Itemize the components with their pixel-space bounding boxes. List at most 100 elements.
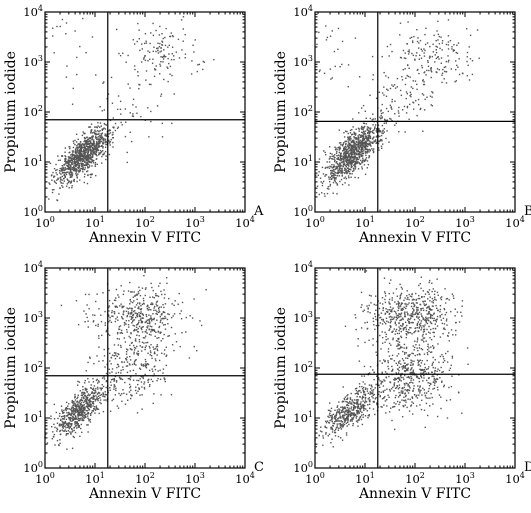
data-point xyxy=(352,140,354,143)
data-point xyxy=(100,402,102,405)
data-point xyxy=(88,165,91,167)
data-point xyxy=(181,301,184,304)
data-point xyxy=(132,39,134,41)
data-point xyxy=(363,145,365,147)
data-point xyxy=(419,359,421,361)
data-point xyxy=(69,171,71,173)
data-point xyxy=(417,37,419,39)
data-point xyxy=(53,176,55,178)
data-point xyxy=(409,369,412,371)
data-point xyxy=(98,337,100,340)
data-point xyxy=(80,408,83,411)
data-point xyxy=(152,370,154,372)
data-point xyxy=(81,165,83,167)
data-point xyxy=(361,166,363,168)
data-point xyxy=(344,418,347,421)
data-point xyxy=(390,106,392,108)
data-point xyxy=(362,400,364,402)
data-point xyxy=(342,423,344,425)
data-point xyxy=(86,170,88,173)
data-point xyxy=(138,387,140,389)
y-tick-label: 100 xyxy=(23,460,43,475)
data-point xyxy=(406,74,408,77)
data-point xyxy=(411,360,413,362)
data-point xyxy=(79,414,81,416)
data-point xyxy=(362,160,364,162)
data-point xyxy=(331,30,333,32)
data-point xyxy=(79,45,81,48)
data-point xyxy=(125,348,128,350)
data-point xyxy=(363,164,366,166)
data-point xyxy=(346,407,349,409)
data-point xyxy=(90,130,92,133)
data-point xyxy=(113,299,116,301)
data-point xyxy=(110,76,113,79)
data-point xyxy=(372,118,375,120)
data-point xyxy=(162,58,165,60)
data-point xyxy=(88,163,90,166)
data-point xyxy=(72,419,74,421)
data-point xyxy=(353,155,356,157)
tick-exponent: 4 xyxy=(520,215,525,224)
data-point xyxy=(80,147,83,150)
data-point xyxy=(74,403,76,405)
data-point xyxy=(89,400,92,402)
data-point xyxy=(77,138,79,141)
data-point xyxy=(95,406,98,409)
data-point xyxy=(347,137,350,139)
data-point xyxy=(91,165,93,167)
data-point xyxy=(108,334,111,336)
data-point xyxy=(171,344,174,346)
data-point xyxy=(340,168,342,170)
data-point xyxy=(60,304,63,307)
data-point xyxy=(92,397,95,399)
data-point xyxy=(104,146,107,148)
data-point xyxy=(104,150,107,153)
data-point xyxy=(344,154,347,157)
data-point xyxy=(390,358,392,360)
data-point xyxy=(164,328,167,330)
data-point xyxy=(104,134,107,137)
data-point xyxy=(414,100,417,102)
data-point xyxy=(430,71,433,73)
data-point xyxy=(351,149,353,152)
data-point xyxy=(372,401,375,403)
tick-base: 10 xyxy=(505,216,520,230)
data-point xyxy=(426,353,429,356)
data-point xyxy=(361,134,364,137)
data-point xyxy=(349,400,351,403)
data-point xyxy=(333,177,336,179)
data-point xyxy=(335,147,337,149)
data-point xyxy=(347,154,350,156)
data-point xyxy=(144,348,146,351)
data-point xyxy=(344,414,346,416)
data-point xyxy=(166,282,168,285)
data-point xyxy=(380,110,382,112)
data-point xyxy=(421,50,423,52)
data-point xyxy=(74,415,77,417)
data-point xyxy=(402,49,405,52)
data-point xyxy=(407,53,410,55)
data-point xyxy=(115,305,118,307)
tick-base: 10 xyxy=(293,5,308,19)
data-point xyxy=(160,290,162,293)
data-point xyxy=(143,342,145,344)
data-point xyxy=(129,344,131,347)
data-point xyxy=(158,309,160,311)
data-point xyxy=(332,155,335,157)
data-point xyxy=(394,124,396,126)
data-point xyxy=(86,140,89,142)
data-point xyxy=(375,128,378,130)
data-point xyxy=(431,96,433,98)
data-point xyxy=(383,86,385,88)
data-point xyxy=(118,312,120,315)
data-point xyxy=(147,309,149,311)
data-point xyxy=(68,408,71,410)
data-point xyxy=(77,394,79,396)
data-point xyxy=(61,409,63,411)
data-point xyxy=(84,389,87,391)
data-point xyxy=(202,68,204,71)
data-point xyxy=(337,48,339,50)
data-point xyxy=(387,76,390,79)
data-point xyxy=(409,76,411,78)
